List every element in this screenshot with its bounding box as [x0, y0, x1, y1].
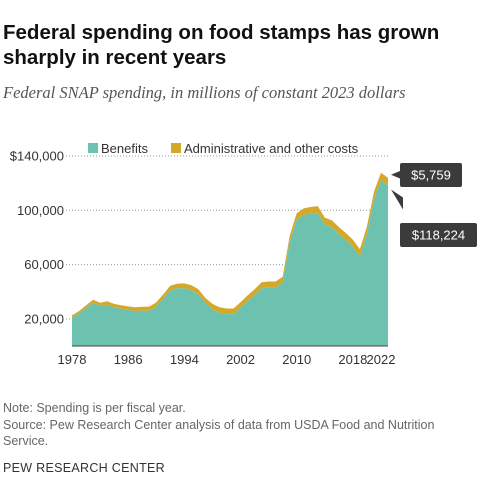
- x-tick-label-5: 2018: [338, 352, 367, 367]
- x-axis: 1978 1986 1994 2002 2010 2018 2022: [58, 345, 396, 367]
- legend-swatch-0: [88, 143, 98, 153]
- chart-legend: Benefits Administrative and other costs: [88, 141, 359, 156]
- chart-subtitle: Federal SNAP spending, in millions of co…: [3, 83, 406, 102]
- y-tick-label-0: 20,000: [24, 311, 64, 326]
- y-tick-label-1: 60,000: [24, 257, 64, 272]
- x-tick-label-3: 2002: [226, 352, 255, 367]
- brand-name: PEW RESEARCH CENTER: [3, 461, 165, 475]
- callout-admin-box: [400, 163, 462, 187]
- x-tick-label-6: 2022: [367, 352, 396, 367]
- y-axis: 20,000 60,000 100,000 $140,000: [10, 149, 64, 327]
- legend-label-1: Administrative and other costs: [184, 141, 359, 156]
- source-text: Source: Pew Research Center analysis of …: [3, 418, 435, 448]
- y-tick-label-3: $140,000: [10, 149, 64, 164]
- callouts: $5,759 $118,224: [391, 163, 477, 247]
- x-tick-label-2: 1994: [170, 352, 199, 367]
- callout-benefits-label: $118,224: [412, 228, 465, 243]
- snap-spending-area-chart: Benefits Administrative and other costs 2…: [10, 141, 477, 367]
- callout-admin-label: $5,759: [411, 168, 451, 183]
- x-tick-label-1: 1986: [114, 352, 143, 367]
- x-tick-label-4: 2010: [282, 352, 311, 367]
- area-administrative-costs: [72, 172, 388, 318]
- area-benefits: [72, 180, 388, 346]
- callout-benefits-pointer: [391, 189, 403, 210]
- y-tick-label-2: 100,000: [17, 203, 64, 218]
- stacked-areas: [72, 172, 388, 346]
- x-tick-label-0: 1978: [58, 352, 87, 367]
- callout-benefits-box: [400, 223, 477, 247]
- legend-label-0: Benefits: [101, 141, 148, 156]
- legend-swatch-1: [171, 143, 181, 153]
- chart-title: Federal spending on food stamps has grow…: [3, 21, 440, 69]
- note-text: Note: Spending is per fiscal year.: [3, 401, 186, 415]
